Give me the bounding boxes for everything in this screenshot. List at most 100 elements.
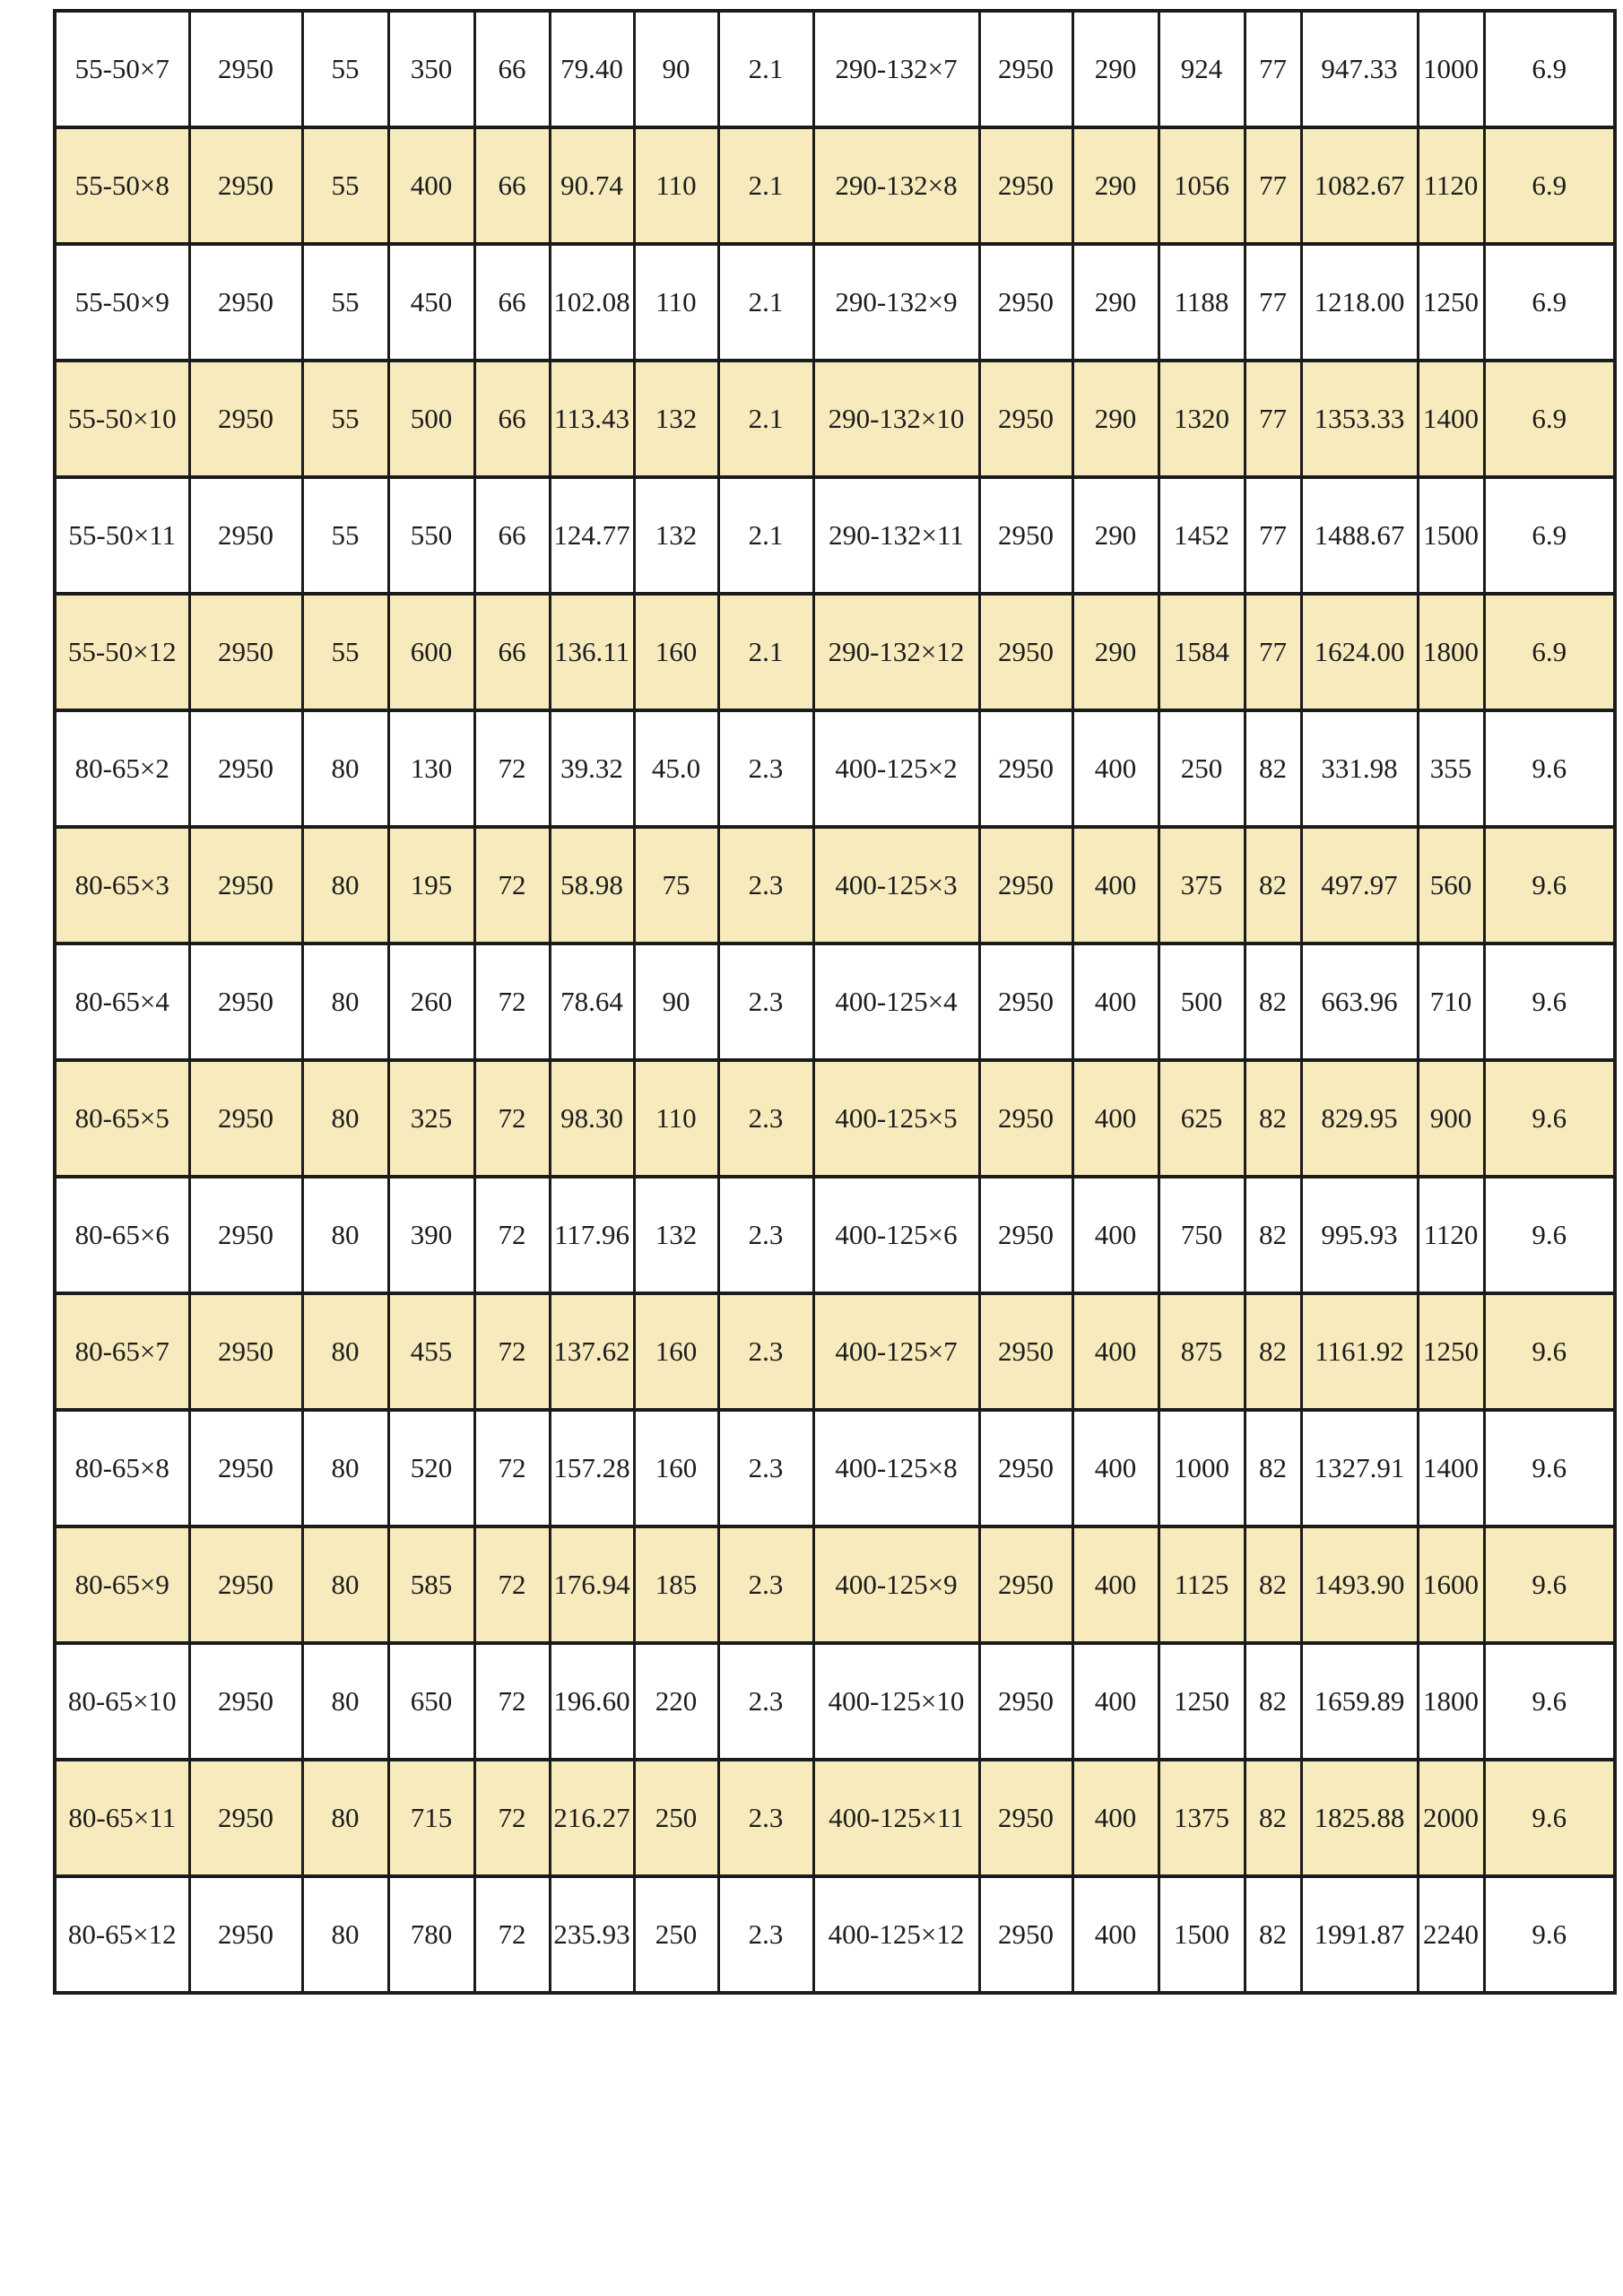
table-cell: 290-132×7 — [812, 9, 981, 129]
table-cell: 875 — [1157, 1292, 1246, 1412]
table-cell: 400 — [1071, 709, 1160, 829]
table-cell: 350 — [386, 9, 476, 129]
table-cell: 2950 — [977, 1641, 1074, 1761]
table-cell: 80-65×7 — [53, 1292, 191, 1412]
table-cell: 400 — [1071, 1525, 1160, 1645]
table-cell: 250 — [632, 1874, 720, 1995]
table-cell: 9.6 — [1482, 1758, 1617, 1878]
table-cell: 75 — [632, 825, 720, 945]
table-cell: 1500 — [1416, 475, 1486, 596]
table-cell: 55 — [300, 475, 390, 596]
table-cell: 66 — [473, 126, 551, 246]
table-cell: 1250 — [1416, 1292, 1486, 1412]
table-cell: 55 — [300, 126, 390, 246]
table-cell: 136.11 — [548, 592, 636, 712]
table-cell: 1500 — [1157, 1874, 1246, 1995]
table-cell: 710 — [1416, 942, 1486, 1062]
table-cell: 117.96 — [548, 1175, 636, 1295]
table-cell: 160 — [632, 1408, 720, 1528]
table-cell: 2950 — [977, 1874, 1074, 1995]
table-cell: 82 — [1243, 1175, 1303, 1295]
table-cell: 400 — [386, 126, 476, 246]
table-cell: 600 — [386, 592, 476, 712]
table-cell: 66 — [473, 242, 551, 362]
table-cell: 2950 — [977, 1525, 1074, 1645]
table-cell: 1493.90 — [1299, 1525, 1419, 1645]
table-cell: 130 — [386, 709, 476, 829]
table-cell: 390 — [386, 1175, 476, 1295]
table-cell: 2.3 — [716, 1292, 815, 1412]
table-cell: 2950 — [187, 592, 304, 712]
table-cell: 2950 — [977, 1058, 1074, 1178]
table-cell: 2000 — [1416, 1758, 1486, 1878]
table-cell: 55-50×12 — [53, 592, 191, 712]
table-cell: 550 — [386, 475, 476, 596]
table-cell: 2.3 — [716, 709, 815, 829]
table-row: 55-50×11 2950 55 550 66 124.77 132 2.1 290-132×1… — [53, 475, 1617, 596]
table-cell: 1250 — [1157, 1641, 1246, 1761]
table-row: 80-65×7 2950 80 455 72 137.62 160 2.3 400-125×7 2… — [53, 1292, 1617, 1412]
table-cell: 82 — [1243, 1874, 1303, 1995]
table-cell: 1353.33 — [1299, 359, 1419, 479]
table-cell: 250 — [632, 1758, 720, 1878]
table-row: 55-50×10 2950 55 500 66 113.43 132 2.1 290-132×1… — [53, 359, 1617, 479]
table-cell: 9.6 — [1482, 825, 1617, 945]
table-cell: 290 — [1071, 9, 1160, 129]
table-cell: 290 — [1071, 592, 1160, 712]
table-cell: 290 — [1071, 359, 1160, 479]
table-cell: 1991.87 — [1299, 1874, 1419, 1995]
table-cell: 750 — [1157, 1175, 1246, 1295]
table-cell: 2950 — [187, 1758, 304, 1878]
table-cell: 72 — [473, 1758, 551, 1878]
table-cell: 290 — [1071, 475, 1160, 596]
table-cell: 80 — [300, 1058, 390, 1178]
table-cell: 400 — [1071, 1874, 1160, 1995]
table-cell: 520 — [386, 1408, 476, 1528]
table-cell: 400-125×2 — [812, 709, 981, 829]
table-cell: 72 — [473, 1874, 551, 1995]
table-cell: 55 — [300, 359, 390, 479]
table-cell: 1825.88 — [1299, 1758, 1419, 1878]
table-cell: 124.77 — [548, 475, 636, 596]
table-cell: 400 — [1071, 942, 1160, 1062]
table-cell: 400-125×9 — [812, 1525, 981, 1645]
table-cell: 1600 — [1416, 1525, 1486, 1645]
table-cell: 400-125×6 — [812, 1175, 981, 1295]
table-cell: 72 — [473, 1641, 551, 1761]
table-cell: 9.6 — [1482, 1408, 1617, 1528]
table-cell: 77 — [1243, 126, 1303, 246]
table-cell: 80 — [300, 1175, 390, 1295]
table-cell: 1188 — [1157, 242, 1246, 362]
table-cell: 72 — [473, 1408, 551, 1528]
table-cell: 80-65×3 — [53, 825, 191, 945]
table-cell: 79.40 — [548, 9, 636, 129]
table-cell: 110 — [632, 1058, 720, 1178]
table-cell: 2950 — [187, 1408, 304, 1528]
table-row: 80-65×12 2950 80 780 72 235.93 250 2.3 400-125×1… — [53, 1874, 1617, 1995]
table-cell: 400-125×11 — [812, 1758, 981, 1878]
table-cell: 780 — [386, 1874, 476, 1995]
table-cell: 290 — [1071, 242, 1160, 362]
table-cell: 2.3 — [716, 942, 815, 1062]
table-row: 80-65×10 2950 80 650 72 196.60 220 2.3 400-125×1… — [53, 1641, 1617, 1761]
table-cell: 290-132×10 — [812, 359, 981, 479]
table-cell: 66 — [473, 592, 551, 712]
table-cell: 2.1 — [716, 242, 815, 362]
table-cell: 455 — [386, 1292, 476, 1412]
table-cell: 2.3 — [716, 1874, 815, 1995]
table-cell: 80 — [300, 825, 390, 945]
table-cell: 1659.89 — [1299, 1641, 1419, 1761]
table-cell: 72 — [473, 1175, 551, 1295]
table-cell: 331.98 — [1299, 709, 1419, 829]
table-cell: 157.28 — [548, 1408, 636, 1528]
table-cell: 290-132×8 — [812, 126, 981, 246]
table-row: 55-50×8 2950 55 400 66 90.74 110 2.1 290-132×8 29… — [53, 126, 1617, 246]
table-cell: 290 — [1071, 126, 1160, 246]
table-cell: 80-65×9 — [53, 1525, 191, 1645]
table-cell: 900 — [1416, 1058, 1486, 1178]
table-cell: 1082.67 — [1299, 126, 1419, 246]
table-row: 80-65×6 2950 80 390 72 117.96 132 2.3 400-125×6 2… — [53, 1175, 1617, 1295]
table-cell: 216.27 — [548, 1758, 636, 1878]
table-cell: 132 — [632, 475, 720, 596]
table-cell: 220 — [632, 1641, 720, 1761]
